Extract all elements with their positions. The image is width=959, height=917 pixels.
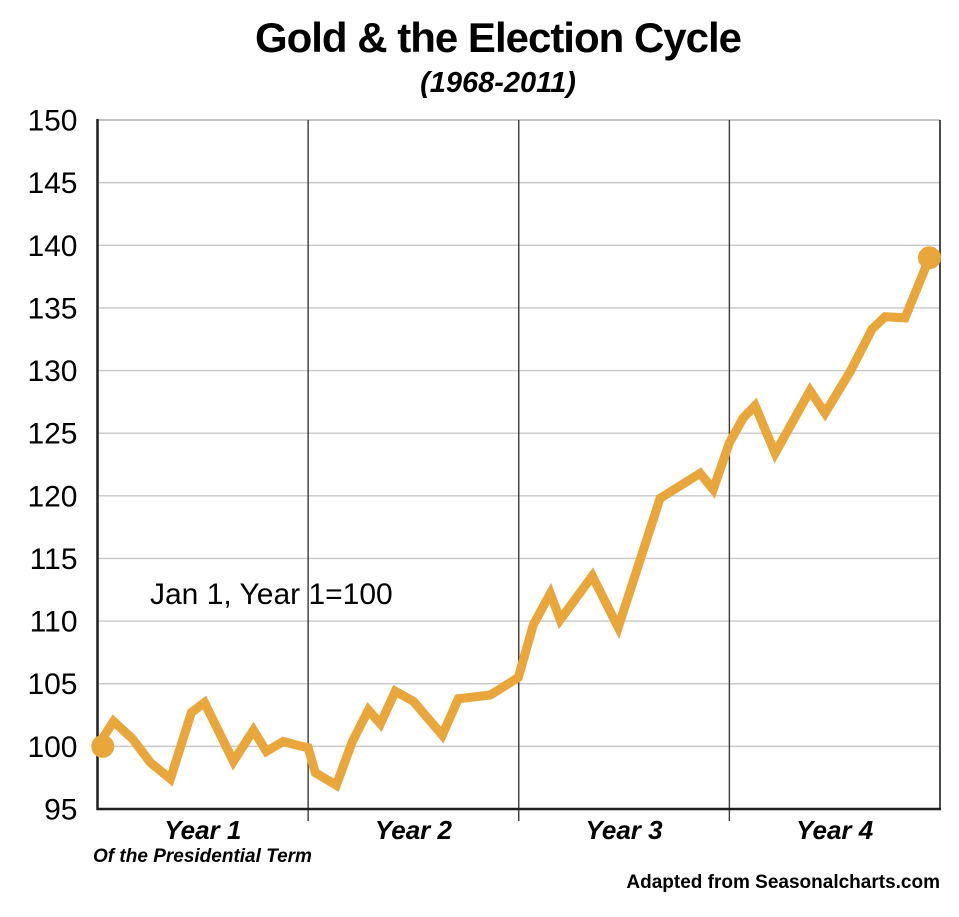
y-tick-label: 125: [27, 418, 77, 451]
data-point-marker: [91, 734, 115, 758]
y-tick-label: 95: [44, 794, 77, 827]
chart-title: Gold & the Election Cycle: [254, 14, 742, 61]
y-tick-label: 120: [27, 480, 77, 513]
y-tick-label: 115: [30, 543, 78, 576]
data-point-marker: [917, 246, 941, 270]
x-section-label: Year 1: [164, 815, 241, 845]
y-tick-label: 110: [30, 606, 78, 639]
chart-subtitle: (1968-2011): [420, 67, 576, 99]
y-tick-label: 130: [27, 355, 77, 388]
y-tick-label: 100: [27, 731, 77, 764]
y-tick-label: 145: [27, 167, 77, 200]
series-line: [93, 256, 934, 792]
x-section-label: Year 2: [375, 815, 453, 845]
x-axis-sublabel: Of the Presidential Term: [93, 846, 312, 867]
y-tick-label: 105: [27, 668, 77, 701]
y-tick-label: 135: [27, 292, 77, 325]
index-base-annotation: Jan 1, Year 1=100: [150, 578, 393, 611]
x-section-label: Year 3: [586, 815, 664, 845]
y-tick-label: 140: [27, 230, 77, 263]
attribution-source: Adapted from Seasonalcharts.com: [626, 872, 940, 893]
y-tick-label: 150: [27, 105, 77, 138]
x-section-label: Year 4: [796, 815, 874, 845]
